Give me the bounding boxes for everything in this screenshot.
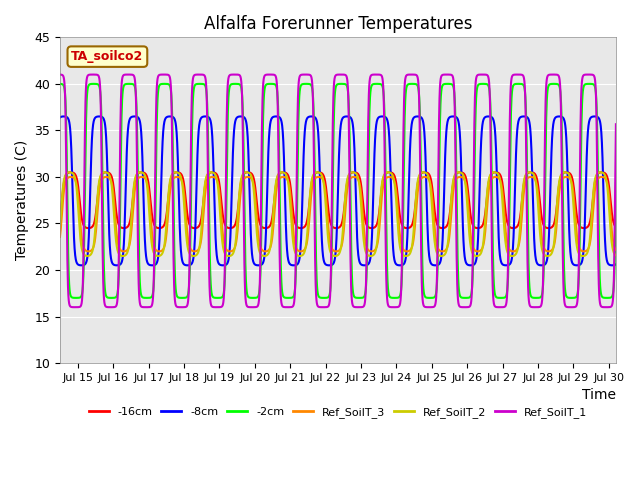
Ref_SoilT_1: [38, 304, 46, 310]
-2cm: [461, 295, 469, 301]
-8cm: [263, 211, 271, 216]
Text: TA_soilco2: TA_soilco2: [71, 50, 143, 63]
Ref_SoilT_3: [548, 247, 556, 252]
Ref_SoilT_3: [263, 248, 271, 254]
Line: -2cm: -2cm: [42, 84, 627, 298]
-16cm: [288, 196, 296, 202]
Legend: -16cm, -8cm, -2cm, Ref_SoilT_3, Ref_SoilT_2, Ref_SoilT_1: -16cm, -8cm, -2cm, Ref_SoilT_3, Ref_Soil…: [84, 403, 592, 422]
Ref_SoilT_3: [140, 175, 148, 180]
Ref_SoilT_3: [120, 249, 128, 254]
-8cm: [106, 231, 113, 237]
Ref_SoilT_1: [611, 167, 619, 173]
Ref_SoilT_1: [106, 304, 113, 310]
-8cm: [611, 262, 619, 267]
Ref_SoilT_3: [288, 210, 296, 216]
Ref_SoilT_1: [72, 304, 79, 310]
Ref_SoilT_2: [623, 222, 630, 228]
-2cm: [38, 295, 46, 301]
Ref_SoilT_1: [140, 304, 148, 310]
Ref_SoilT_2: [106, 172, 113, 178]
-16cm: [611, 224, 619, 229]
Ref_SoilT_3: [38, 190, 46, 196]
Ref_SoilT_1: [514, 72, 522, 77]
Ref_SoilT_3: [105, 175, 113, 180]
Line: -16cm: -16cm: [42, 172, 627, 228]
Ref_SoilT_2: [263, 252, 271, 258]
Line: -8cm: -8cm: [42, 117, 627, 265]
-8cm: [548, 130, 556, 135]
-2cm: [288, 295, 296, 300]
-8cm: [38, 262, 46, 267]
Ref_SoilT_2: [349, 169, 356, 175]
-8cm: [140, 209, 148, 215]
-16cm: [140, 170, 148, 176]
-8cm: [361, 263, 369, 268]
Line: Ref_SoilT_2: Ref_SoilT_2: [42, 172, 627, 256]
-2cm: [548, 81, 556, 87]
-16cm: [38, 181, 46, 187]
Ref_SoilT_1: [288, 304, 296, 310]
Ref_SoilT_2: [611, 252, 619, 258]
-16cm: [120, 225, 128, 231]
Ref_SoilT_1: [263, 72, 271, 78]
-16cm: [263, 225, 271, 231]
Line: Ref_SoilT_1: Ref_SoilT_1: [42, 74, 627, 307]
-2cm: [140, 295, 148, 300]
Line: Ref_SoilT_3: Ref_SoilT_3: [42, 177, 627, 252]
Title: Alfalfa Forerunner Temperatures: Alfalfa Forerunner Temperatures: [204, 15, 472, 33]
-16cm: [548, 224, 556, 230]
Ref_SoilT_3: [563, 174, 570, 180]
Ref_SoilT_2: [288, 226, 296, 231]
-16cm: [105, 170, 113, 176]
-8cm: [623, 115, 630, 120]
Y-axis label: Temperatures (C): Temperatures (C): [15, 140, 29, 260]
-16cm: [623, 213, 630, 219]
-2cm: [263, 82, 271, 87]
-2cm: [161, 81, 168, 87]
Ref_SoilT_1: [548, 72, 556, 77]
Ref_SoilT_3: [611, 246, 619, 252]
-2cm: [105, 295, 113, 300]
-2cm: [611, 223, 619, 229]
Ref_SoilT_3: [623, 232, 630, 238]
-2cm: [623, 81, 630, 87]
-8cm: [60, 114, 68, 120]
-16cm: [563, 169, 570, 175]
Ref_SoilT_1: [623, 72, 630, 77]
Ref_SoilT_2: [140, 171, 148, 177]
-8cm: [288, 262, 296, 268]
Ref_SoilT_2: [48, 253, 56, 259]
X-axis label: Time: Time: [582, 388, 616, 402]
Ref_SoilT_2: [38, 201, 46, 206]
Ref_SoilT_2: [548, 249, 556, 254]
